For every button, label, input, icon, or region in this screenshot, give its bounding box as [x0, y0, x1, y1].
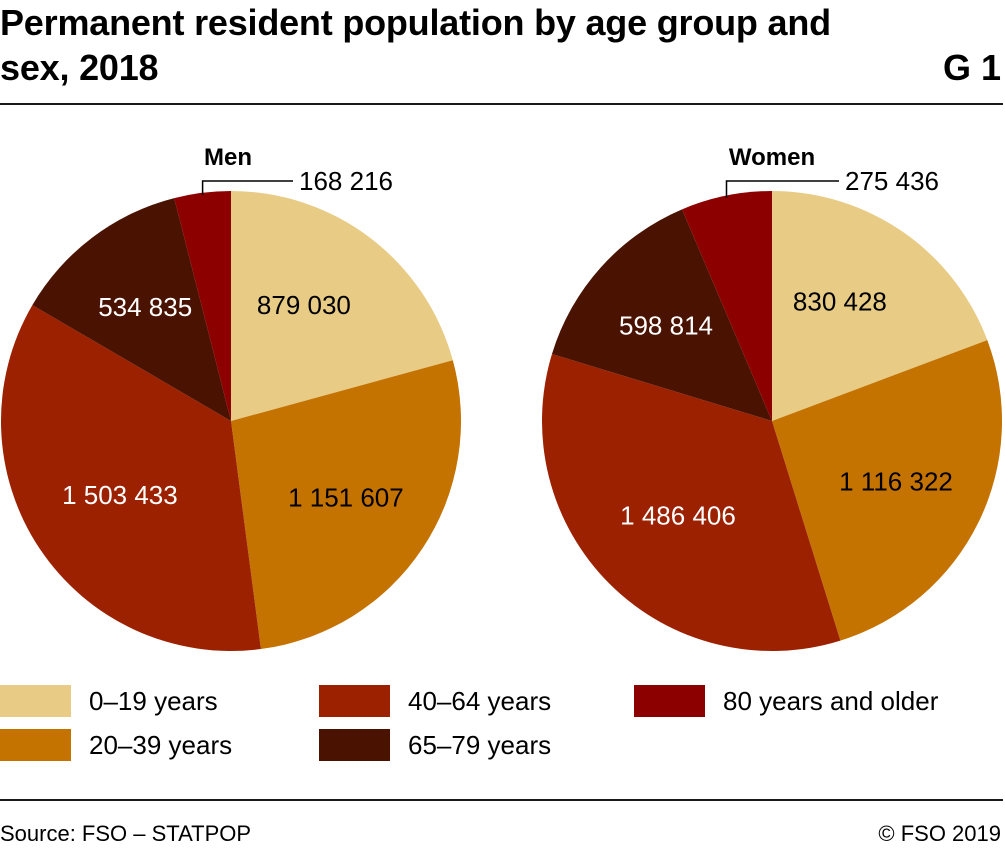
legend-label: 20–39 years — [89, 730, 233, 760]
pie-value-label-women-80-plus: 275 436 — [845, 166, 939, 196]
pie-value-label-men-65-79: 534 835 — [98, 292, 192, 322]
legend-swatch — [319, 729, 390, 761]
pie-value-label-men-80-plus: 168 216 — [299, 166, 393, 196]
pie-slice-men-20-39 — [231, 360, 461, 650]
pie-value-label-women-20-39: 1 116 322 — [839, 467, 953, 497]
legend-swatch — [634, 685, 705, 717]
pie-leader-line-women-80-plus — [725, 180, 839, 198]
bottom-rule — [0, 799, 1003, 801]
pie-title-men: Men — [204, 144, 252, 171]
pie-charts: 879 030 1 151 607 1 503 433 534 835 168 216 M… — [1, 144, 1003, 652]
legend-label: 0–19 years — [89, 686, 218, 716]
pie-value-label-men-20-39: 1 151 607 — [288, 482, 404, 512]
pie-value-label-women-0-19: 830 428 — [793, 286, 887, 316]
pie-value-label-men-40-64: 1 503 433 — [62, 480, 178, 510]
pie-slice-women-80-plus — [682, 191, 772, 421]
chart-id: G 1 — [942, 47, 1001, 88]
pie-slice-men-40-64 — [1, 305, 261, 652]
pie-slice-men-0-19 — [231, 191, 453, 421]
copyright-note: © FSO 2019 — [878, 821, 1001, 846]
source-note: Source: FSO – STATPOP — [0, 821, 252, 846]
pie-title-women: Women — [729, 144, 815, 171]
pie-slice-women-20-39 — [772, 340, 1003, 641]
pie-slice-women-40-64 — [541, 354, 841, 652]
pie-leader-line-men-80-plus — [201, 180, 293, 195]
pie-value-label-women-65-79: 598 814 — [619, 311, 713, 341]
pie-value-label-women-40-64: 1 486 406 — [620, 501, 736, 531]
pie-value-label-men-0-19: 879 030 — [257, 290, 351, 320]
pie-slice-men-80-plus — [174, 191, 231, 421]
top-rule — [0, 103, 1003, 105]
legend-swatch — [0, 729, 71, 761]
legend-label: 40–64 years — [408, 686, 552, 716]
chart-title: Permanent resident population by age gro… — [0, 2, 831, 88]
pie-slice-men-65-79 — [32, 198, 231, 421]
pie-slice-women-65-79 — [551, 209, 772, 421]
legend-label: 65–79 years — [408, 730, 552, 760]
legend-swatch — [319, 685, 390, 717]
legend-label: 80 years and older — [723, 686, 939, 716]
pie-chart-women: 830 428 1 116 322 1 486 406 598 814 275 436 W… — [541, 144, 1003, 652]
pie-slice-women-0-19 — [772, 191, 988, 421]
pie-chart-men: 879 030 1 151 607 1 503 433 534 835 168 216 M… — [1, 144, 461, 652]
legend-swatch — [0, 685, 71, 717]
